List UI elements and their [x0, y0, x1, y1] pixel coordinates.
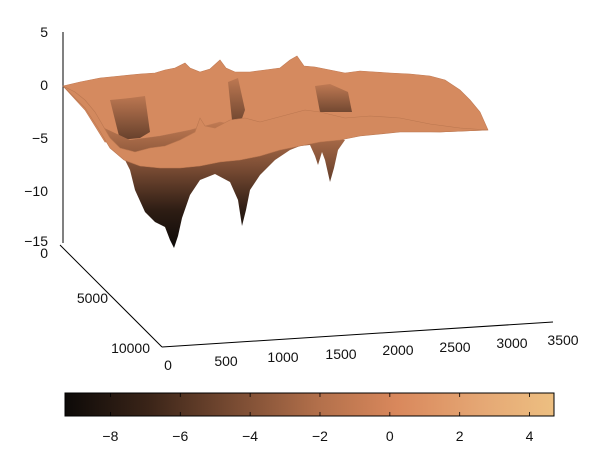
z-tick-label: 0: [40, 77, 48, 93]
colorbar-ticks: −8 −6 −4 −2 0 2 4: [102, 393, 534, 444]
x-axis: [161, 321, 554, 348]
x-tick-label: 500: [214, 353, 238, 369]
colorbar-tick-label: −4: [242, 428, 258, 444]
colorbar-tick-label: 0: [386, 428, 394, 444]
y-ticks: 0 5000 10000: [40, 245, 150, 356]
z-tick-label: −5: [32, 130, 48, 146]
surface-inner-depression-2: [228, 78, 245, 124]
x-tick-label: 2000: [382, 342, 413, 358]
x-tick-label: 1500: [325, 346, 356, 362]
y-tick-label: 10000: [111, 340, 150, 356]
z-ticks: 5 0 −5 −10 −15: [24, 24, 48, 249]
colorbar: −8 −6 −4 −2 0 2 4: [64, 392, 555, 444]
x-tick-label: 1000: [267, 349, 298, 365]
colorbar-tick-label: −8: [102, 428, 118, 444]
x-axis-line: [161, 321, 554, 348]
z-tick-label: −15: [24, 233, 48, 249]
y-tick-label: 5000: [77, 290, 108, 306]
colorbar-gradient: [64, 392, 555, 417]
colorbar-tick-label: −6: [172, 428, 188, 444]
colorbar-tick-label: 2: [456, 428, 464, 444]
y-tick-label: 0: [40, 245, 48, 261]
surface-inner-depression-3: [315, 84, 352, 112]
x-tick-label: 3500: [547, 332, 578, 348]
y-axis: [59, 244, 163, 348]
colorbar-tick-label: −2: [312, 428, 328, 444]
y-axis-line: [59, 244, 163, 348]
x-tick-label: 0: [164, 357, 172, 373]
x-ticks: 0 500 1000 1500 2000 2500 3000 3500: [164, 332, 579, 373]
z-tick-label: 5: [40, 24, 48, 40]
x-tick-label: 3000: [496, 335, 527, 351]
x-tick-label: 2500: [439, 339, 470, 355]
z-tick-label: −10: [24, 183, 48, 199]
surface-front-ridge: [62, 85, 489, 169]
colorbar-tick-label: 4: [526, 428, 534, 444]
surface-inner-depression: [110, 96, 150, 140]
surface: [62, 55, 489, 248]
